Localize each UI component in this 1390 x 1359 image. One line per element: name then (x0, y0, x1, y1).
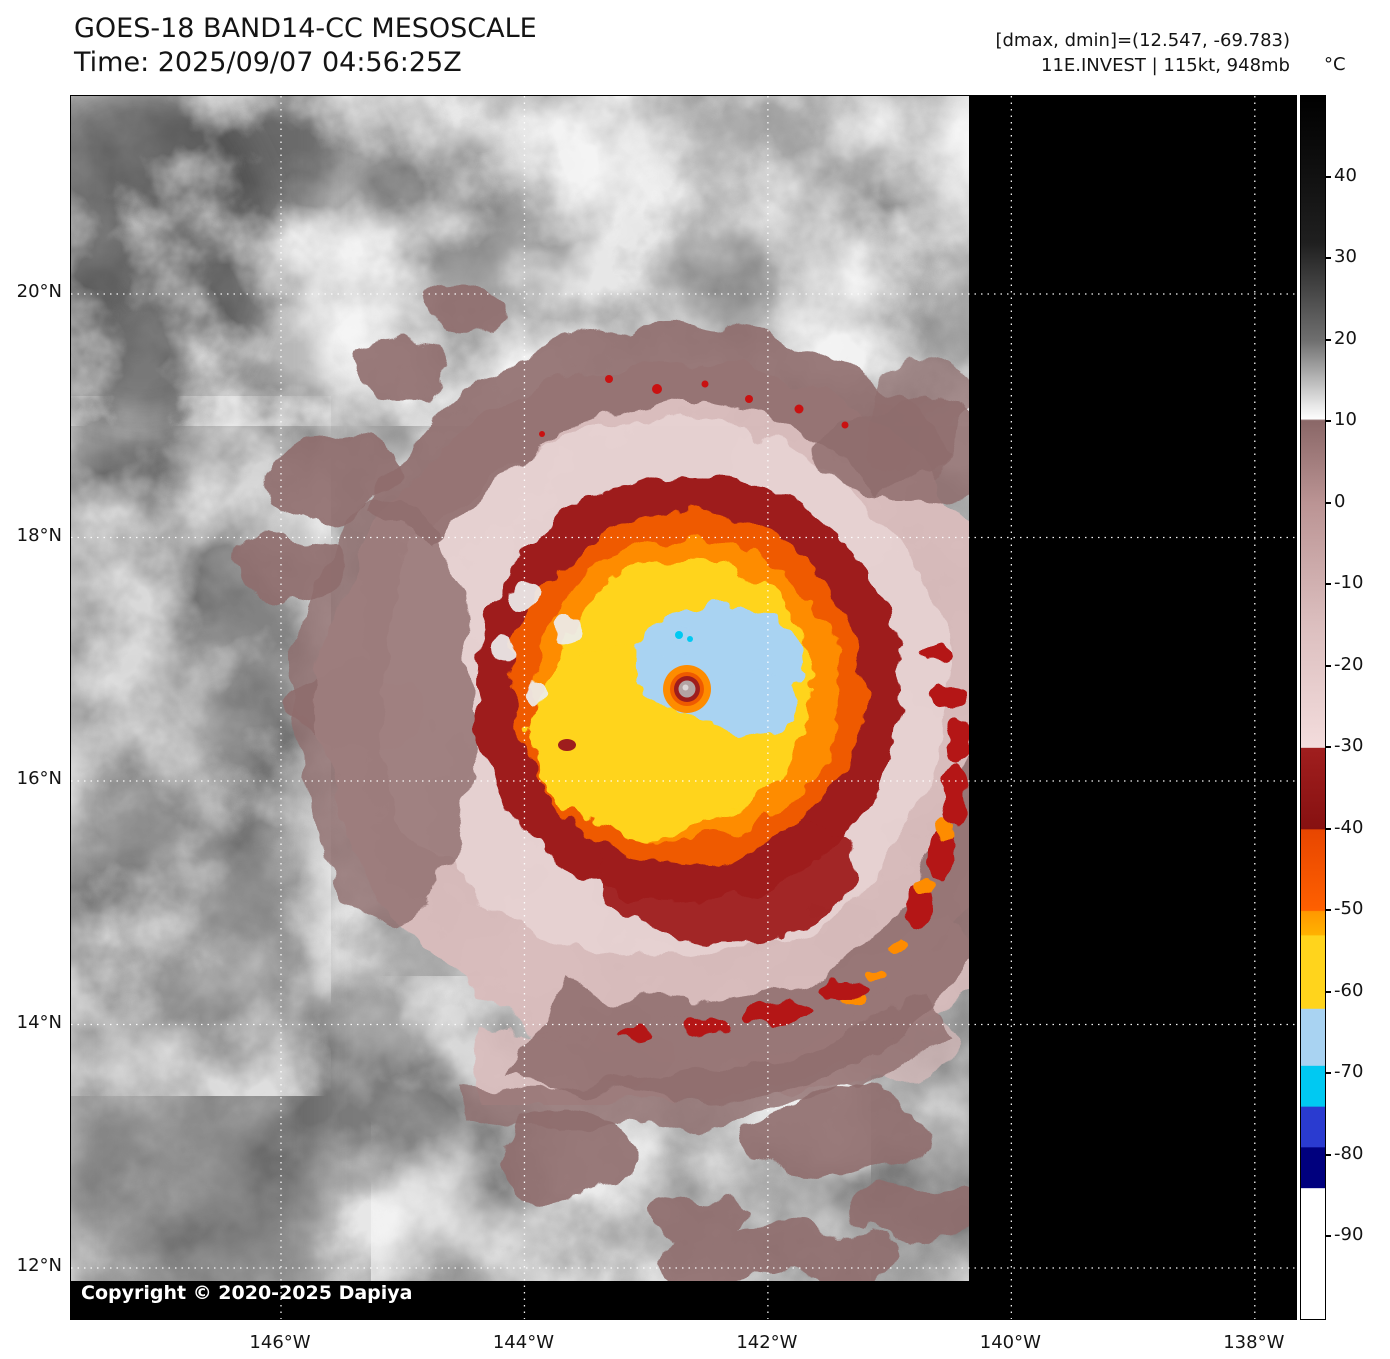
colorbar-tick-label: 0 (1334, 490, 1346, 512)
product-title: GOES-18 BAND14-CC MESOSCALE (74, 13, 537, 44)
colorbar-tick-label: -20 (1334, 653, 1364, 675)
colorbar-tick-mark (1326, 827, 1331, 830)
lon-tick-label: 142°W (736, 1332, 798, 1353)
colorbar-tick-label: 10 (1334, 409, 1357, 431)
lat-tick-label: 20°N (16, 281, 62, 302)
colorbar-tick-mark (1326, 746, 1331, 749)
lon-tick-label: 146°W (249, 1332, 311, 1353)
gridlines (71, 96, 1296, 1319)
north-rim-cold-specks (539, 375, 849, 751)
colorbar-tick-mark (1326, 909, 1331, 912)
lat-tick-label: 18°N (16, 524, 62, 546)
time-label: Time: 2025/09/07 04:56:25Z (74, 47, 462, 78)
satellite-map (71, 96, 1296, 1319)
colorbar-tick-label: -90 (1334, 1224, 1364, 1246)
map-area: Copyright © 2020-2025 Dapiya (70, 95, 1297, 1320)
bright-overshooting-tops (490, 578, 580, 704)
copyright-label: Copyright © 2020-2025 Dapiya (81, 1282, 413, 1304)
no-data-region-right (969, 96, 1296, 1319)
header-left: GOES-18 BAND14-CC MESOSCALE Time: 2025/0… (74, 12, 537, 80)
lon-tick-label: 144°W (492, 1332, 555, 1353)
lat-tick-label: 14°N (16, 1011, 62, 1033)
colorbar-tick-label: 30 (1334, 246, 1357, 268)
cyclone-eye (663, 665, 711, 713)
no-data-strip-bottom (71, 1281, 1296, 1319)
header-right: [dmax, dmin]=(12.547, -69.783) 11E.INVES… (995, 28, 1290, 78)
cyclone (299, 324, 1076, 1137)
lon-tick-label: 138°W (1223, 1332, 1285, 1353)
colorbar-tick-mark (1326, 583, 1331, 586)
colorbar-tick-label: -30 (1334, 735, 1364, 757)
dmax-dmin-label: [dmax, dmin]=(12.547, -69.783) (995, 30, 1290, 51)
colorbar-tick-label: 20 (1334, 327, 1357, 349)
colorbar-tick-mark (1326, 338, 1331, 341)
colorbar-tick-label: -40 (1334, 816, 1364, 838)
outer-eyewall-band (617, 645, 972, 1041)
lat-tick-label: 12°N (16, 1255, 62, 1276)
storm-info-label: 11E.INVEST | 115kt, 948mb (1041, 55, 1290, 76)
lon-tick-label: 140°W (979, 1332, 1041, 1353)
colorbar-unit-label: °C (1324, 54, 1346, 75)
colorbar-tick-label: -10 (1334, 572, 1364, 594)
colorbar-tick-mark (1326, 1235, 1331, 1238)
colorbar-tick-label: -70 (1334, 1061, 1364, 1083)
colorbar-tick-mark (1326, 257, 1331, 260)
colorbar-tick-mark (1326, 501, 1331, 504)
colorbar-tick-mark (1326, 420, 1331, 423)
colorbar-tick-mark (1326, 990, 1331, 993)
colorbar-tick-label: 40 (1334, 164, 1357, 186)
coldest-pixel-cyan (675, 631, 683, 639)
lat-tick-label: 16°N (16, 768, 62, 789)
colorbar-tick-label: -80 (1334, 1142, 1364, 1164)
colorbar-tick-label: -60 (1334, 979, 1364, 1001)
colorbar-tick-mark (1326, 175, 1331, 178)
colorbar (1300, 95, 1326, 1320)
colorbar-tick-mark (1326, 1153, 1331, 1156)
colorbar-tick-mark (1326, 664, 1331, 667)
colorbar-tick-mark (1326, 1072, 1331, 1075)
colorbar-tick-label: -50 (1334, 898, 1364, 920)
